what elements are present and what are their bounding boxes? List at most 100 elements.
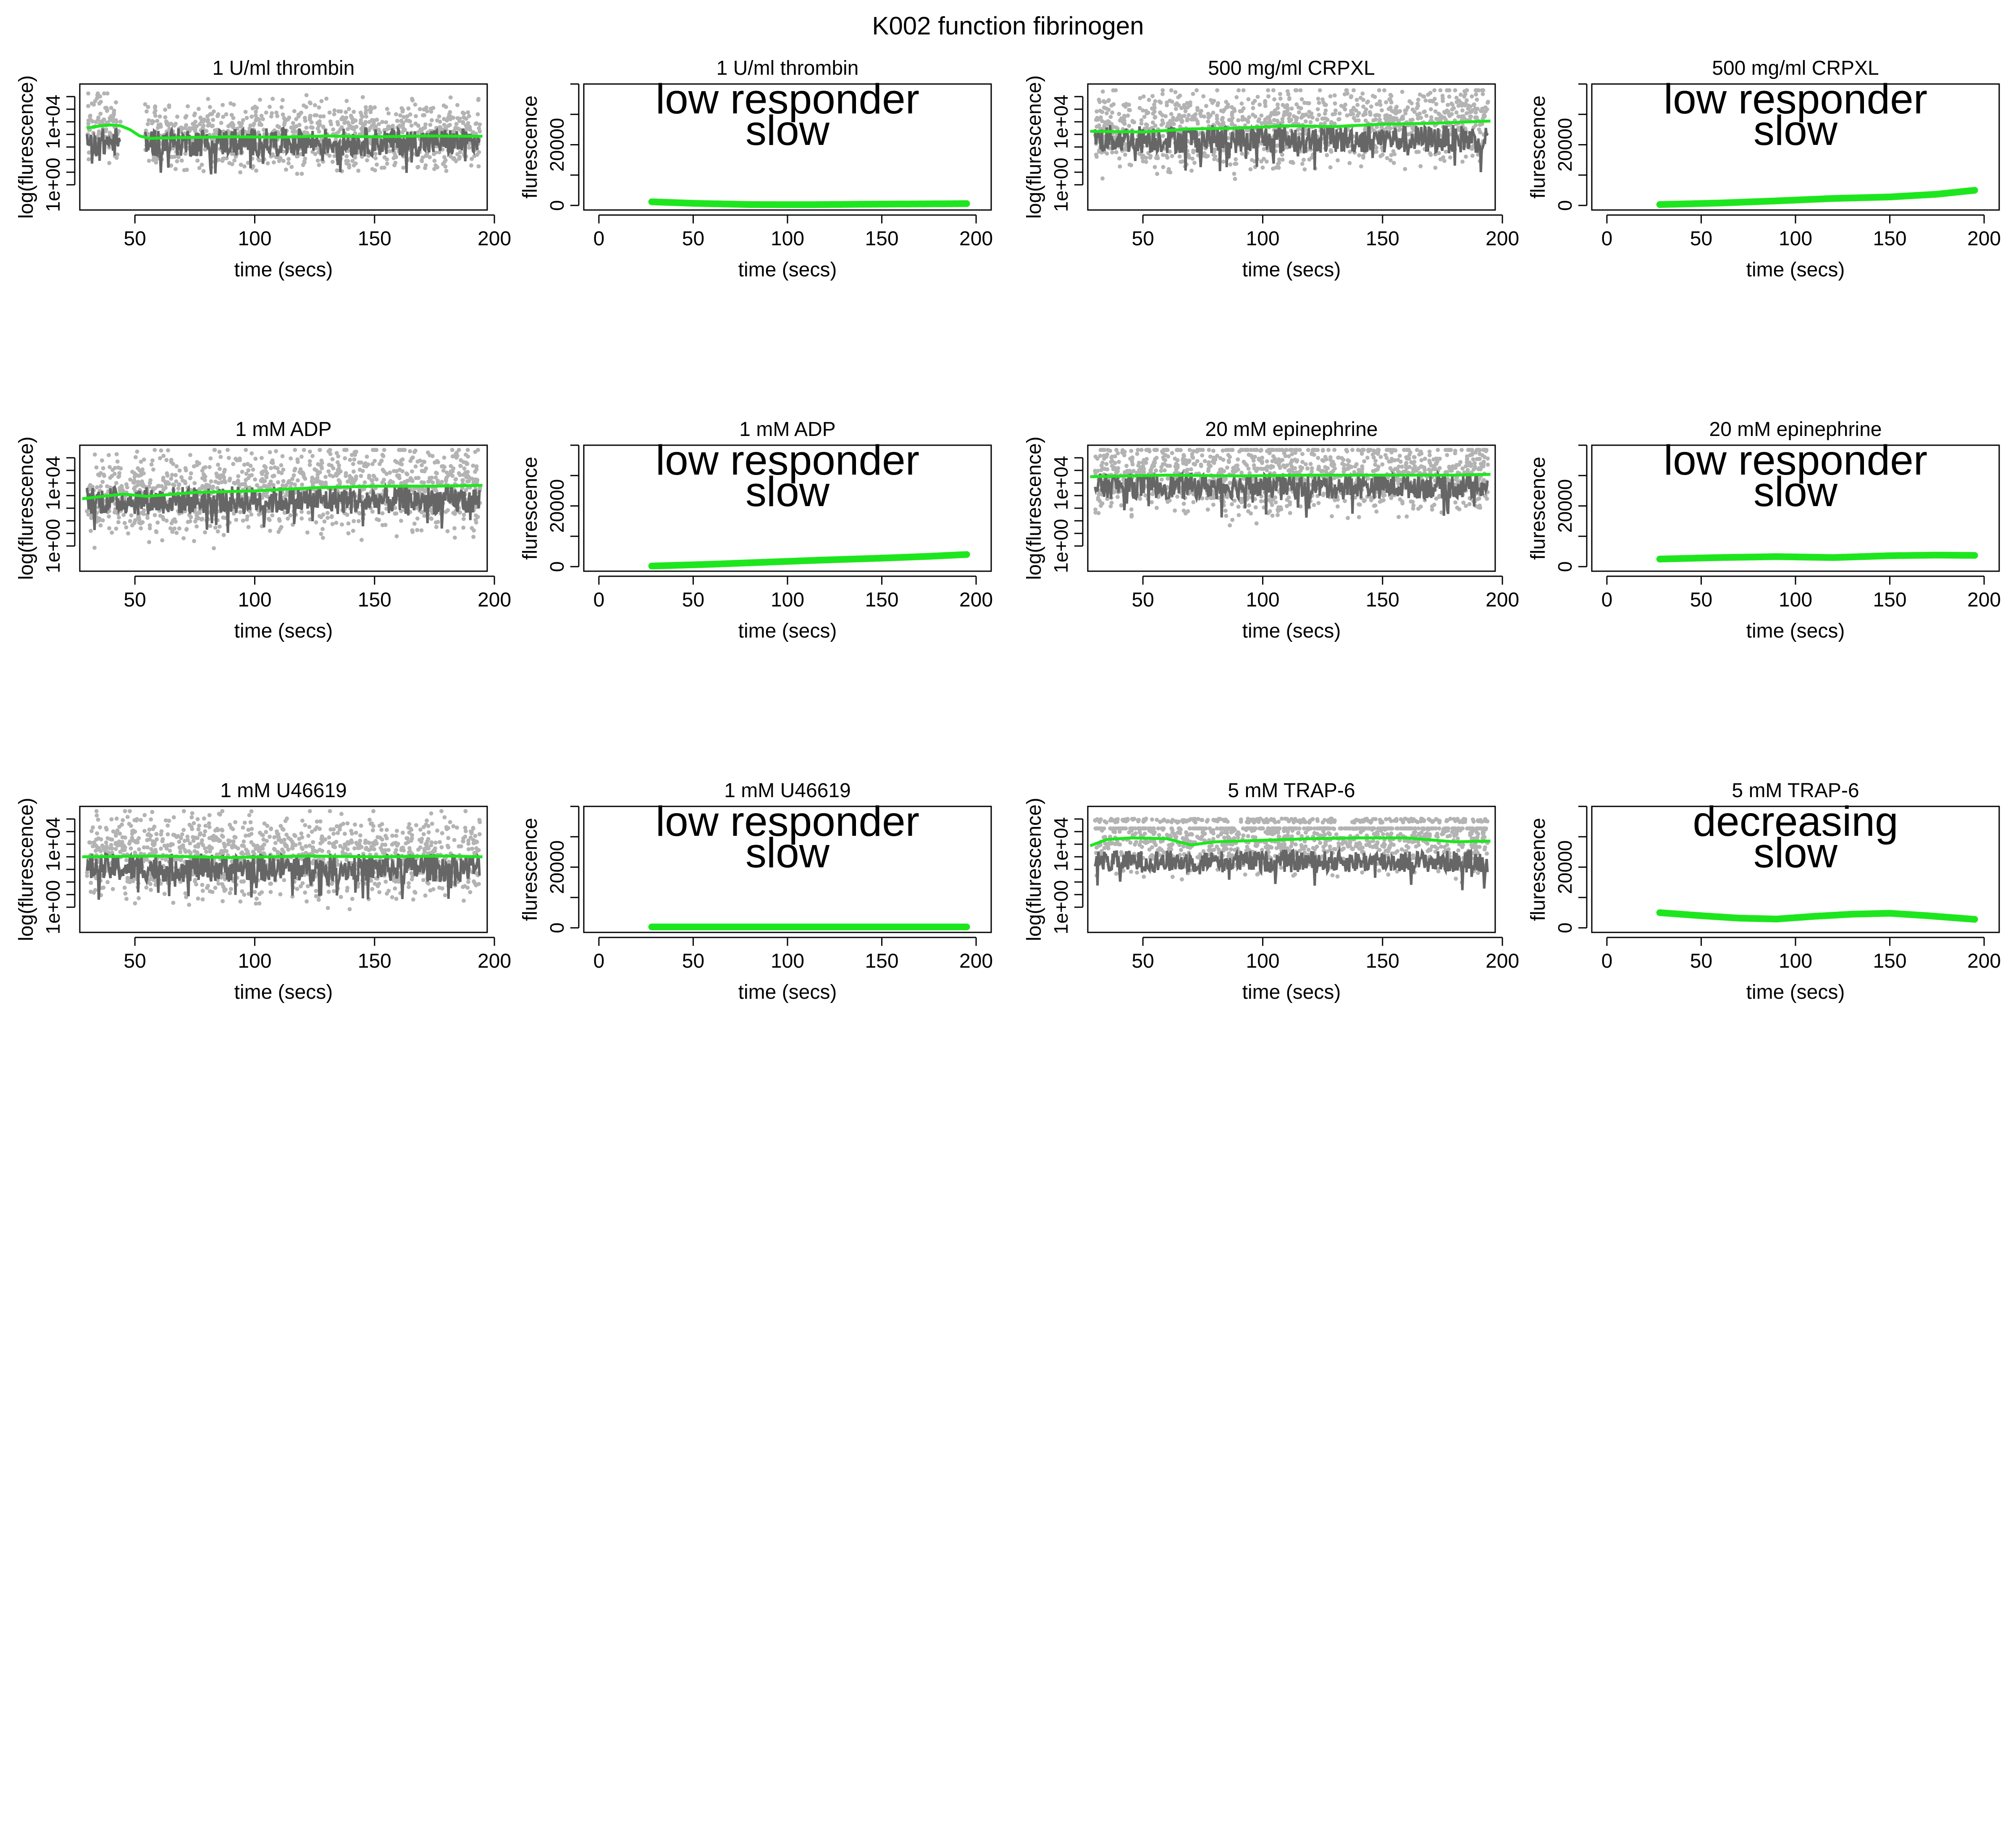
panel-adp-raw: 1 mM ADP 50 100 150 200 time (secs) 1e+00 1e+04… (15, 418, 511, 642)
x-tick-label: 200 (1967, 950, 2001, 972)
plot-frame (1591, 444, 2000, 572)
y-tick-label: 20000 (1554, 840, 1576, 894)
figure-title: K002 function fibrinogen (872, 12, 1144, 40)
x-axis-label: time (secs) (234, 620, 333, 642)
x-axis-label: time (secs) (1242, 620, 1341, 642)
x-tick-label: 100 (1779, 950, 1812, 972)
y-tick-label: 0 (1554, 200, 1576, 211)
annotation-line-2: slow (1754, 107, 1838, 154)
y-tick-label: 20000 (546, 118, 568, 172)
panels: 1 U/ml thrombin 50 100 150 200 time (secs) 1e+… (15, 57, 2001, 1003)
annotation-line-2: slow (746, 468, 830, 515)
x-tick-label: 50 (682, 589, 704, 611)
x-tick-label: 50 (124, 589, 146, 611)
x-tick-label: 50 (1690, 228, 1712, 250)
x-tick-label: 100 (238, 228, 271, 250)
panel-title: 20 mM epinephrine (1205, 418, 1378, 441)
x-tick-label: 100 (238, 589, 271, 611)
plot-frame (1087, 83, 1496, 211)
x-tick-label: 50 (682, 228, 704, 250)
y-axis-label: log(flurescence) (1023, 436, 1045, 580)
y-tick-label: 1e+04 (42, 456, 64, 510)
fit-line (1090, 119, 1491, 134)
light-point-cloud (85, 448, 482, 551)
plot-frame (79, 806, 488, 933)
y-tick-label: 20000 (546, 840, 568, 894)
y-axis-label: flurescence (1527, 818, 1549, 921)
x-tick-label: 200 (959, 589, 993, 611)
x-tick-label: 150 (1366, 228, 1399, 250)
y-tick-label: 1e+00 (42, 519, 64, 573)
x-tick-label: 100 (771, 228, 804, 250)
y-tick-label: 1e+04 (1050, 817, 1072, 871)
x-tick-label: 150 (1366, 589, 1399, 611)
panel-title: 1 mM ADP (235, 418, 331, 441)
annotation-line-2: slow (746, 107, 830, 154)
panel-title: 1 mM ADP (739, 418, 835, 441)
dark-trace (86, 481, 481, 533)
x-tick-label: 100 (771, 589, 804, 611)
panel-title: 500 mg/ml CRPXL (1208, 57, 1375, 79)
scatter-points (85, 91, 482, 176)
x-tick-label: 200 (959, 950, 993, 972)
y-tick-label: 1e+04 (1050, 94, 1072, 149)
annotation-line-2: slow (1754, 468, 1838, 515)
plot-frame (583, 444, 992, 572)
y-axis-label: log(flurescence) (15, 75, 37, 218)
x-axis-label: time (secs) (1746, 981, 1845, 1003)
y-axis-label: log(flurescence) (15, 798, 37, 941)
y-tick-label: 0 (546, 200, 568, 211)
fit-line (1656, 187, 1978, 208)
x-tick-label: 0 (1601, 950, 1613, 972)
x-tick-label: 50 (682, 950, 704, 972)
fit-line (648, 198, 970, 208)
plot-frame (1591, 806, 2000, 933)
x-axis-label: time (secs) (738, 981, 837, 1003)
y-tick-label: 20000 (1554, 118, 1576, 172)
x-tick-label: 200 (1486, 228, 1519, 250)
x-tick-label: 50 (1690, 950, 1712, 972)
x-tick-label: 0 (1601, 228, 1613, 250)
dark-trace (86, 851, 481, 900)
panel-u46619-raw: 1 mM U46619 50 100 150 200 time (secs) 1e+00 1e… (15, 780, 511, 1003)
panel-title: 1 U/ml thrombin (213, 57, 355, 79)
x-tick-label: 100 (1779, 228, 1812, 250)
y-tick-label: 1e+00 (1050, 519, 1072, 573)
x-tick-label: 100 (771, 950, 804, 972)
fit-line (82, 484, 483, 500)
fit-line (1656, 909, 1978, 923)
y-axis-label: flurescence (519, 457, 541, 559)
light-point-cloud (85, 91, 482, 176)
y-tick-label: 0 (546, 561, 568, 572)
x-tick-label: 100 (1246, 589, 1279, 611)
panel-trap6-raw: 5 mM TRAP-6 50 100 150 200 time (secs) 1e+00 1e… (1023, 780, 1519, 1003)
plot-frame (1087, 806, 1496, 933)
x-tick-label: 150 (1873, 950, 1906, 972)
x-tick-label: 150 (865, 950, 898, 972)
y-tick-label: 1e+00 (1050, 880, 1072, 934)
x-tick-label: 150 (358, 589, 391, 611)
x-axis-label: time (secs) (234, 981, 333, 1003)
x-tick-label: 150 (865, 228, 898, 250)
y-axis-label: flurescence (519, 95, 541, 198)
panel-title: 5 mM TRAP-6 (1228, 780, 1355, 802)
y-tick-label: 1e+00 (1050, 158, 1072, 212)
x-axis-label: time (secs) (1242, 981, 1341, 1003)
y-tick-label: 20000 (1554, 479, 1576, 533)
x-tick-label: 50 (124, 228, 146, 250)
fit-line (87, 123, 483, 140)
panel-crpxl-raw: 500 mg/ml CRPXL 50 100 150 200 time (secs) 1e+… (1023, 57, 1519, 281)
light-point-cloud (1093, 88, 1490, 181)
y-tick-label: 20000 (546, 479, 568, 533)
y-axis-label: log(flurescence) (1023, 75, 1045, 218)
x-tick-label: 100 (1246, 950, 1279, 972)
x-tick-label: 100 (1246, 228, 1279, 250)
fit-line (1090, 472, 1491, 478)
y-axis-label: flurescence (1527, 95, 1549, 198)
x-tick-label: 150 (1366, 950, 1399, 972)
